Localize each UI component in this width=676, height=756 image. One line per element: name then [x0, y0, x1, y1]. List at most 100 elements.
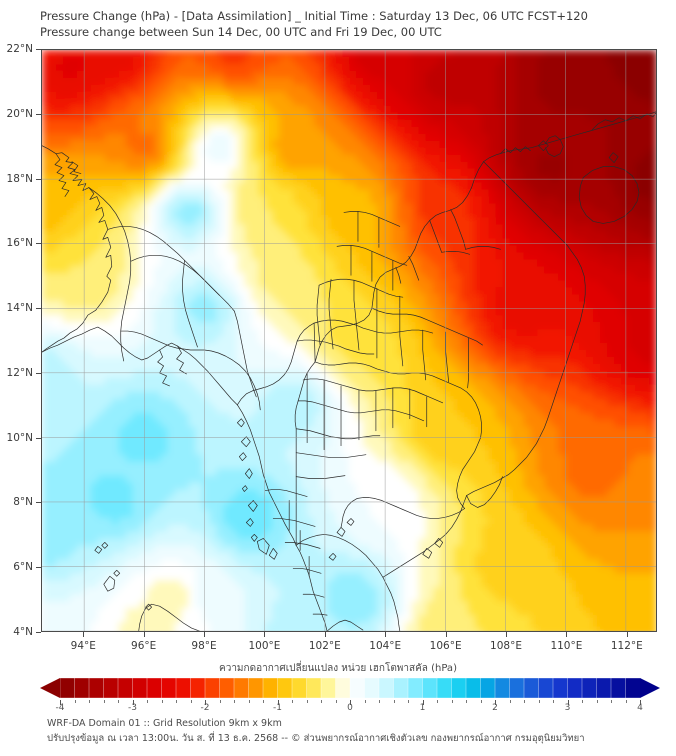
longitude-tick-mark — [566, 632, 568, 637]
longitude-tick-mark — [385, 632, 387, 637]
colorbar-minor-tick — [147, 700, 148, 703]
latitude-tick-mark — [36, 502, 41, 504]
latitude-tick-mark — [36, 113, 41, 115]
colorbar-minor-tick — [234, 700, 235, 703]
colorbar-minor-tick — [466, 700, 467, 703]
longitude-tick-mark — [143, 632, 145, 637]
colorbar-minor-tick — [582, 700, 583, 703]
figure-footer: WRF-DA Domain 01 :: Grid Resolution 9km … — [47, 716, 667, 746]
longitude-tick-label: 106°E — [429, 640, 462, 652]
colorbar — [40, 676, 660, 700]
lat-lon-gridlines — [42, 50, 656, 631]
colorbar-minor-tick — [292, 700, 293, 703]
colorbar-minor-tick — [118, 700, 119, 703]
colorbar-tick-label: 0 — [347, 703, 353, 713]
colorbar-major-tick — [567, 700, 569, 705]
colorbar-minor-tick — [335, 700, 337, 703]
colorbar-minor-tick — [596, 700, 598, 703]
latitude-tick-mark — [36, 567, 41, 569]
colorbar-minor-tick — [263, 700, 264, 703]
pressure-change-contour-field — [42, 50, 656, 631]
footer-line-1: WRF-DA Domain 01 :: Grid Resolution 9km … — [47, 718, 282, 729]
colorbar-major-tick — [132, 700, 134, 705]
longitude-tick-label: 104°E — [369, 640, 402, 652]
colorbar-minor-tick — [408, 700, 409, 703]
colorbar-minor-tick — [364, 700, 366, 703]
latitude-tick-mark — [36, 372, 41, 374]
colorbar-major-tick — [495, 700, 496, 705]
latitude-tick-mark — [36, 49, 41, 50]
longitude-tick-mark — [324, 632, 326, 637]
longitude-tick-label: 112°E — [610, 640, 643, 652]
colorbar-minor-tick — [103, 700, 105, 703]
colorbar-minor-tick — [509, 700, 511, 703]
colorbar-minor-tick — [248, 700, 250, 703]
longitude-tick-label: 98°E — [191, 640, 217, 652]
latitude-tick-label: 22°N — [6, 43, 33, 55]
latitude-tick-label: 6°N — [13, 561, 33, 574]
colorbar-axis: -4 -3 -2 -1 0 1 2 3 4 — [40, 700, 660, 714]
latitude-tick-label: 12°N — [6, 366, 33, 379]
colorbar-minor-tick — [437, 700, 438, 703]
latitude-tick-label: 4°N — [13, 626, 33, 638]
map-frame — [41, 49, 657, 632]
colorbar-minor-tick — [480, 700, 482, 703]
figure-title-line-2: Pressure change between Sun 14 Dec, 00 U… — [40, 25, 442, 39]
figure-title-block: Pressure Change (hPa) - [Data Assimilati… — [40, 8, 660, 40]
latitude-tick-mark — [36, 632, 41, 633]
longitude-tick-mark — [506, 632, 508, 637]
colorbar-tick-label: 3 — [564, 703, 571, 713]
colorbar-minor-tick — [611, 700, 612, 703]
colorbar-major-tick — [277, 700, 279, 705]
colorbar-minor-tick — [553, 700, 554, 703]
latitude-tick-label: 14°N — [6, 302, 33, 315]
colorbar-minor-tick — [379, 700, 380, 703]
longitude-tick-label: 100°E — [248, 640, 281, 652]
colorbar-major-tick — [350, 700, 351, 705]
longitude-tick-label: 110°E — [550, 640, 583, 652]
longitude-tick-label: 108°E — [490, 640, 522, 652]
colorbar-tick-label: -1 — [273, 703, 282, 713]
colorbar-minor-tick — [190, 700, 192, 703]
latitude-tick-label: 18°N — [6, 172, 33, 185]
latitude-tick-mark — [36, 243, 41, 245]
latitude-tick-mark — [36, 437, 41, 439]
colorbar-major-tick — [422, 700, 424, 705]
longitude-tick-mark — [204, 632, 206, 637]
latitude-tick-mark — [36, 178, 41, 180]
longitude-tick-mark — [264, 632, 266, 637]
latitude-tick-label: 20°N — [6, 107, 33, 120]
colorbar-gradient — [40, 677, 660, 699]
map-plot-area: 22°N 20°N 18°N 16°N 14°N 12°N 10°N 8°N 6°N 4°N 94… — [7, 43, 657, 652]
longitude-tick-mark — [83, 632, 85, 637]
colorbar-tick-label: -2 — [200, 703, 210, 713]
colorbar-major-tick — [205, 700, 206, 705]
figure-title-line-1: Pressure Change (hPa) - [Data Assimilati… — [40, 9, 588, 23]
footer-line-2: ปรับปรุงข้อมูล ณ เวลา 13:00น. วัน ส. ที่… — [47, 733, 585, 744]
colorbar-minor-tick — [321, 700, 322, 703]
colorbar-tick-label: 4 — [637, 703, 643, 713]
colorbar-tick-label: -4 — [55, 703, 65, 713]
latitude-tick-label: 10°N — [6, 431, 33, 444]
latitude-tick-label: 8°N — [13, 496, 33, 509]
colorbar-tick-label: 2 — [492, 703, 498, 713]
latitude-tick-label: 16°N — [6, 237, 33, 250]
colorbar-minor-tick — [74, 700, 76, 703]
longitude-tick-label: 102°E — [308, 640, 341, 652]
colorbar-minor-tick — [176, 700, 177, 703]
colorbar-minor-tick — [625, 700, 627, 703]
colorbar-major-tick — [640, 700, 641, 705]
colorbar-minor-tick — [393, 700, 395, 703]
longitude-tick-label: 94°E — [70, 640, 96, 652]
colorbar-label: ความกดอากาศเปลี่ยนแปลง หน่วย เฮกโตพาสคัล… — [219, 663, 457, 674]
colorbar-tick-label: 1 — [419, 703, 426, 713]
colorbar-minor-tick — [306, 700, 308, 703]
longitude-tick-mark — [445, 632, 447, 637]
colorbar-minor-tick — [451, 700, 453, 703]
colorbar-minor-tick — [538, 700, 540, 703]
colorbar-minor-tick — [219, 700, 221, 703]
coastline-and-border-overlay — [42, 111, 656, 631]
colorbar-major-tick — [60, 700, 61, 705]
colorbar-minor-tick — [89, 700, 90, 703]
